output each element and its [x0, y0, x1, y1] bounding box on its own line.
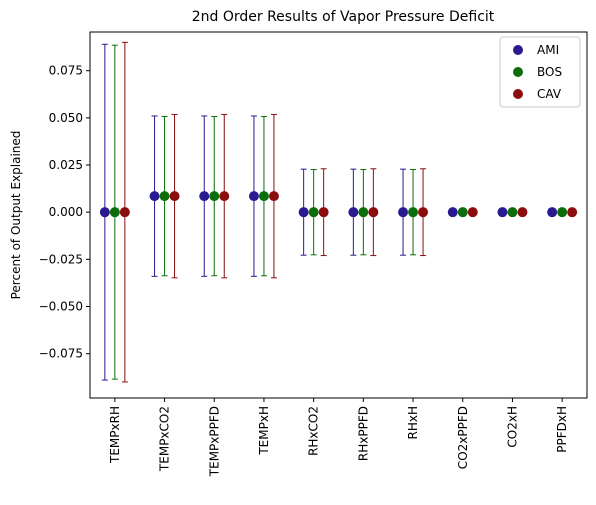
data-point: [517, 207, 528, 218]
x-tick-label: TEMPxRH: [108, 406, 122, 464]
y-tick-label: 0.025: [49, 158, 83, 172]
data-point: [169, 191, 180, 202]
x-tick-label: CO2xPPFD: [456, 406, 470, 469]
data-point: [119, 207, 130, 218]
x-tick-label: CO2xH: [505, 406, 519, 448]
data-point: [318, 207, 329, 218]
data-point: [447, 207, 458, 218]
data-point: [258, 191, 269, 202]
y-tick-label: 0.075: [49, 64, 83, 78]
data-point: [109, 207, 120, 218]
data-point: [418, 207, 429, 218]
data-point: [457, 207, 468, 218]
data-point: [268, 191, 279, 202]
x-tick-label: TEMPxH: [257, 406, 271, 456]
data-point: [99, 207, 110, 218]
legend-marker: [513, 89, 523, 99]
data-point: [248, 191, 259, 202]
x-tick-label: RHxCO2: [307, 406, 321, 456]
data-point: [149, 191, 160, 202]
y-tick-label: −0.050: [39, 300, 83, 314]
data-point: [567, 207, 578, 218]
data-point: [219, 191, 230, 202]
legend-label: BOS: [537, 65, 562, 79]
x-tick-label: TEMPxCO2: [158, 406, 172, 472]
data-point: [408, 207, 419, 218]
x-tick-label: PPFDxH: [555, 406, 569, 453]
y-tick-label: −0.075: [39, 347, 83, 361]
data-point: [368, 207, 379, 218]
y-tick-label: 0.000: [49, 205, 83, 219]
data-point: [467, 207, 478, 218]
chart-title: 2nd Order Results of Vapor Pressure Defi…: [192, 9, 495, 25]
y-axis-label: Percent of Output Explained: [9, 131, 23, 300]
legend: AMI BOS CAV: [499, 36, 581, 108]
data-point: [308, 207, 319, 218]
data-point: [497, 207, 508, 218]
y-tick-label: 0.050: [49, 111, 83, 125]
data-point: [209, 191, 220, 202]
plot-area: −0.075 −0.050 −0.025 0.000 0.025 0.050 0.075 TE…: [39, 31, 588, 477]
data-point: [507, 207, 518, 218]
legend-label: CAV: [537, 87, 562, 101]
x-tick-label: TEMPxPPFD: [207, 406, 221, 477]
data-point: [557, 207, 568, 218]
legend-marker: [513, 67, 523, 77]
data-point: [298, 207, 309, 218]
x-tick-label: RHxH: [406, 406, 420, 440]
data-point: [358, 207, 369, 218]
y-tick-label: −0.025: [39, 252, 83, 266]
legend-label: AMI: [537, 43, 559, 57]
data-point: [348, 207, 359, 218]
plot-frame: [89, 31, 588, 399]
data-point: [398, 207, 409, 218]
legend-marker: [513, 45, 523, 55]
data-point: [199, 191, 210, 202]
data-point: [547, 207, 558, 218]
data-point: [159, 191, 170, 202]
x-tick-label: RHxPPFD: [356, 406, 370, 461]
